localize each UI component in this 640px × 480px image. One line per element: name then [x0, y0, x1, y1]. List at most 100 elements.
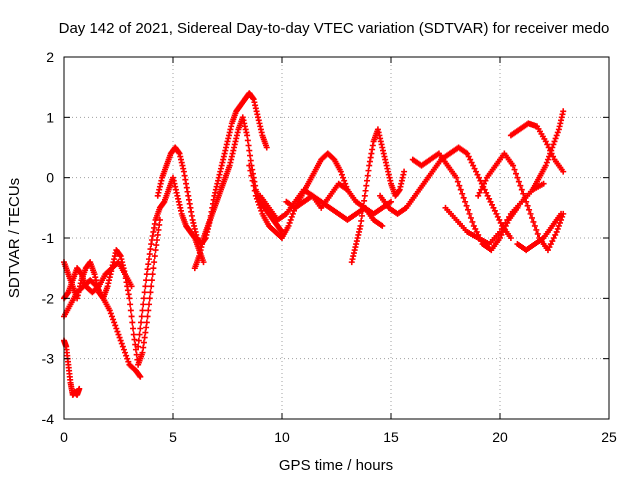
data-point [340, 174, 347, 181]
data-point [135, 337, 142, 344]
data-point [141, 289, 148, 296]
data-point [119, 343, 126, 350]
data-point [130, 325, 137, 332]
data-point [247, 157, 254, 164]
data-point [115, 331, 122, 338]
data-point [137, 373, 144, 380]
data-point [147, 289, 154, 296]
data-point [144, 266, 151, 273]
data-point [502, 219, 509, 226]
data-point [465, 206, 472, 213]
data-point [520, 190, 527, 197]
data-point [542, 138, 549, 145]
data-point [491, 207, 498, 214]
y-tick-label: 1 [46, 109, 54, 125]
data-point [107, 310, 114, 317]
data-point [156, 221, 163, 228]
data-point [288, 213, 295, 220]
data-point [462, 198, 469, 205]
data-point [108, 313, 115, 320]
data-point [518, 186, 525, 193]
data-point [361, 192, 368, 199]
data-point [456, 182, 463, 189]
series-arc-18 [529, 108, 567, 193]
data-point [146, 295, 153, 302]
data-point [547, 150, 554, 157]
data-point [251, 187, 258, 194]
data-point [330, 155, 337, 162]
series-arc-9 [257, 180, 394, 223]
y-tick-label: -3 [42, 351, 55, 367]
data-point [473, 168, 480, 175]
data-point [255, 198, 262, 205]
data-point [130, 331, 137, 338]
data-point [250, 182, 257, 189]
y-tick-label: 2 [46, 49, 54, 65]
data-point [338, 171, 345, 178]
data-point [361, 197, 368, 204]
data-point [138, 313, 145, 320]
data-point [477, 177, 484, 184]
data-point [560, 168, 567, 175]
data-point [511, 166, 518, 173]
data-point [554, 225, 561, 232]
x-tick-label: 25 [601, 429, 617, 445]
data-point [493, 210, 500, 217]
data-point [533, 226, 540, 233]
data-point [542, 162, 549, 169]
data-point [510, 162, 517, 169]
data-point [143, 319, 150, 326]
data-point [364, 177, 371, 184]
data-point [504, 216, 511, 223]
data-point [454, 178, 461, 185]
data-point [512, 170, 519, 177]
data-point [484, 192, 491, 199]
y-tick-label: -1 [42, 230, 55, 246]
data-point [120, 346, 127, 353]
data-point [550, 235, 557, 241]
data-point [114, 328, 121, 335]
data-point [247, 152, 254, 159]
data-point [129, 319, 136, 326]
data-point [142, 329, 149, 336]
data-point [151, 259, 158, 266]
data-point [256, 201, 263, 208]
data-point [534, 230, 541, 237]
data-point [487, 198, 494, 205]
data-point [469, 218, 476, 225]
ticks-layer: 0 5 10 15 20 25 -4 -3 -2 -1 0 1 2 [42, 49, 617, 445]
data-point [521, 194, 528, 201]
x-tick-label: 0 [60, 429, 68, 445]
data-point [136, 331, 143, 338]
data-point [459, 190, 466, 197]
data-point [143, 324, 150, 331]
data-point [514, 174, 521, 181]
data-point [245, 142, 252, 149]
data-point [286, 219, 293, 226]
data-point [547, 241, 554, 248]
series-arc-5 [135, 174, 207, 350]
data-point [150, 265, 157, 272]
data-point [126, 295, 133, 302]
data-point [489, 201, 496, 208]
data-point [123, 352, 130, 359]
data-point [140, 301, 147, 308]
data-point [468, 159, 475, 166]
y-axis-label: SDTVAR / TECUs [6, 178, 23, 298]
data-point [285, 222, 292, 229]
data-point [556, 219, 563, 226]
data-point [530, 218, 537, 225]
data-point [554, 129, 561, 136]
data-point [481, 180, 488, 187]
data-point [153, 242, 160, 249]
data-point [549, 238, 556, 245]
data-point [553, 132, 560, 139]
data-point [543, 159, 550, 166]
data-point [149, 271, 156, 278]
data-point [132, 346, 139, 353]
data-point [249, 177, 256, 184]
data-point [560, 108, 567, 115]
data-point [244, 132, 251, 139]
data-point [476, 189, 483, 196]
